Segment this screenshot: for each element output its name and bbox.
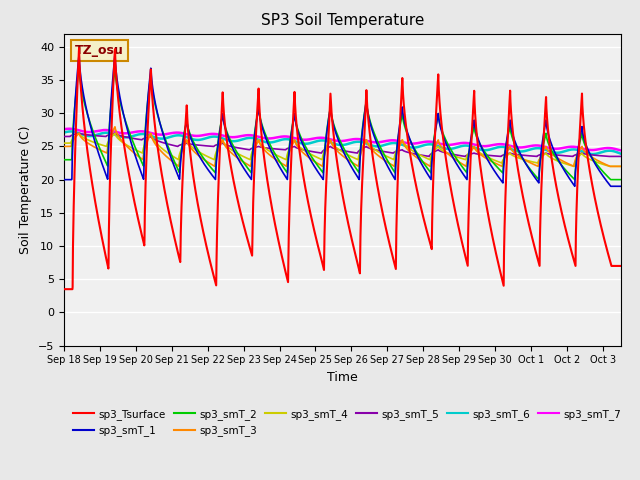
Title: SP3 Soil Temperature: SP3 Soil Temperature	[260, 13, 424, 28]
Legend: sp3_Tsurface, sp3_smT_1, sp3_smT_2, sp3_smT_3, sp3_smT_4, sp3_smT_5, sp3_smT_6, : sp3_Tsurface, sp3_smT_1, sp3_smT_2, sp3_…	[69, 405, 625, 440]
Y-axis label: Soil Temperature (C): Soil Temperature (C)	[19, 125, 33, 254]
Text: TZ_osu: TZ_osu	[75, 44, 124, 57]
X-axis label: Time: Time	[327, 371, 358, 384]
